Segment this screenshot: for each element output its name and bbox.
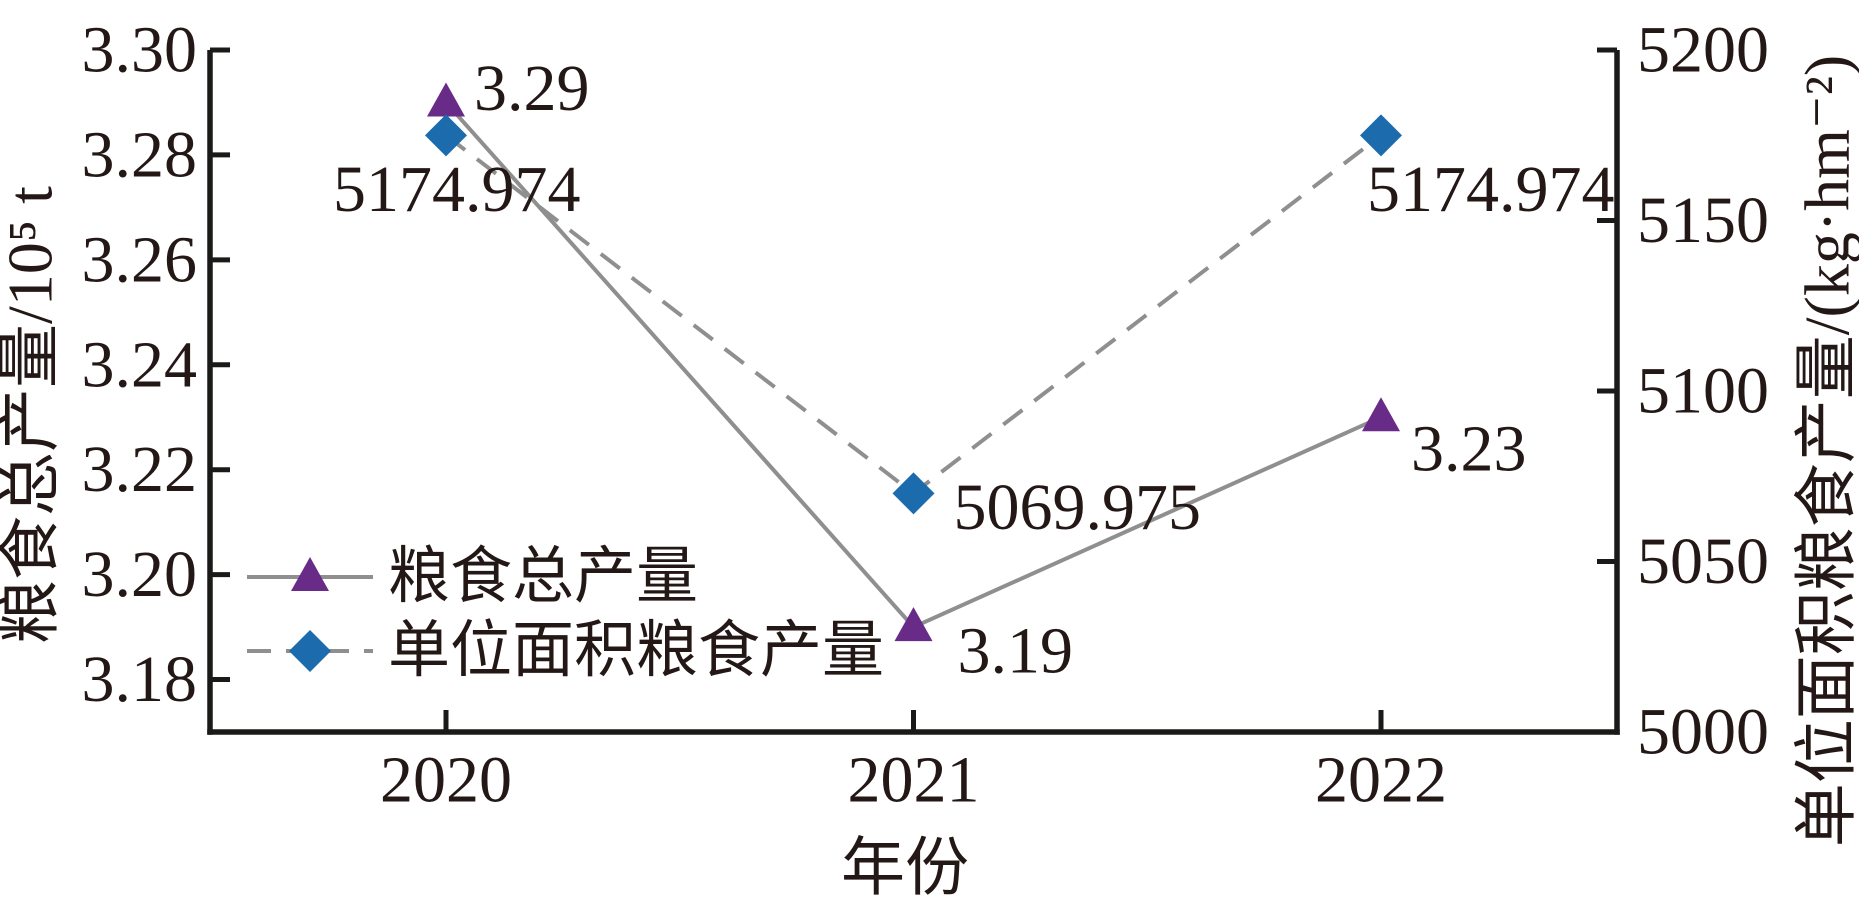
right-tick-label: 5100 <box>1637 355 1769 428</box>
left-tick-label: 3.24 <box>82 328 198 401</box>
triangle-marker <box>894 607 933 642</box>
right-axis-title: 单位面积粮食产量/(kg·hm⁻²) <box>1792 55 1859 847</box>
legend-triangle-marker-icon <box>291 557 329 591</box>
diamond-marker <box>892 472 935 515</box>
diamond-marker <box>425 114 467 157</box>
legend-item: 单位面积粮食产量 <box>247 617 884 685</box>
x-tick-label: 2022 <box>1315 744 1447 817</box>
left-tick-label: 3.18 <box>82 643 198 716</box>
triangle-marker <box>427 82 465 117</box>
diamond-marker <box>1360 114 1402 157</box>
legend-diamond-marker-icon <box>289 630 331 672</box>
x-axis-title: 年份 <box>841 833 969 901</box>
x-tick-label: 2020 <box>380 744 512 817</box>
left-tick-label: 3.22 <box>82 433 198 506</box>
x-axis: 2020 2021 2022 年份 <box>380 710 1447 901</box>
x-tick-label: 2021 <box>848 744 980 817</box>
triangle-marker <box>1362 397 1400 432</box>
series-line <box>444 133 1383 496</box>
left-tick-label: 3.30 <box>82 14 198 87</box>
legend-item: 粮食总产量 <box>247 543 698 611</box>
series-grain-yield-per-area-markers: 5174.974 5069.975 5174.974 <box>333 114 1615 544</box>
legend-label: 粮食总产量 <box>388 543 698 611</box>
data-point-label: 3.23 <box>1411 413 1527 486</box>
right-tick-label: 5050 <box>1637 525 1769 598</box>
left-tick-label: 3.20 <box>82 538 198 611</box>
series-total-grain-output-markers: 3.29 3.19 3.23 <box>427 52 1527 688</box>
data-point-label: 5069.975 <box>954 471 1202 544</box>
right-tick-label: 5150 <box>1637 184 1769 257</box>
data-point-label: 3.29 <box>474 52 590 125</box>
right-tick-label: 5000 <box>1637 696 1769 769</box>
right-tick-label: 5200 <box>1637 14 1769 87</box>
left-tick-label: 3.28 <box>82 118 198 191</box>
data-point-label: 5174.974 <box>333 153 581 226</box>
data-point-label: 3.19 <box>958 615 1074 688</box>
legend-label: 单位面积粮食产量 <box>388 617 884 685</box>
left-tick-label: 3.26 <box>82 223 198 296</box>
left-axis-title: 粮食总产量/10⁵ t <box>0 186 66 644</box>
series-grain-yield-per-area <box>444 133 1383 496</box>
right-axis: 5200 5150 5100 5050 5000 单位面积粮食产量/(kg·hm⁻²) <box>1597 14 1859 847</box>
data-point-label: 5174.974 <box>1367 153 1615 226</box>
